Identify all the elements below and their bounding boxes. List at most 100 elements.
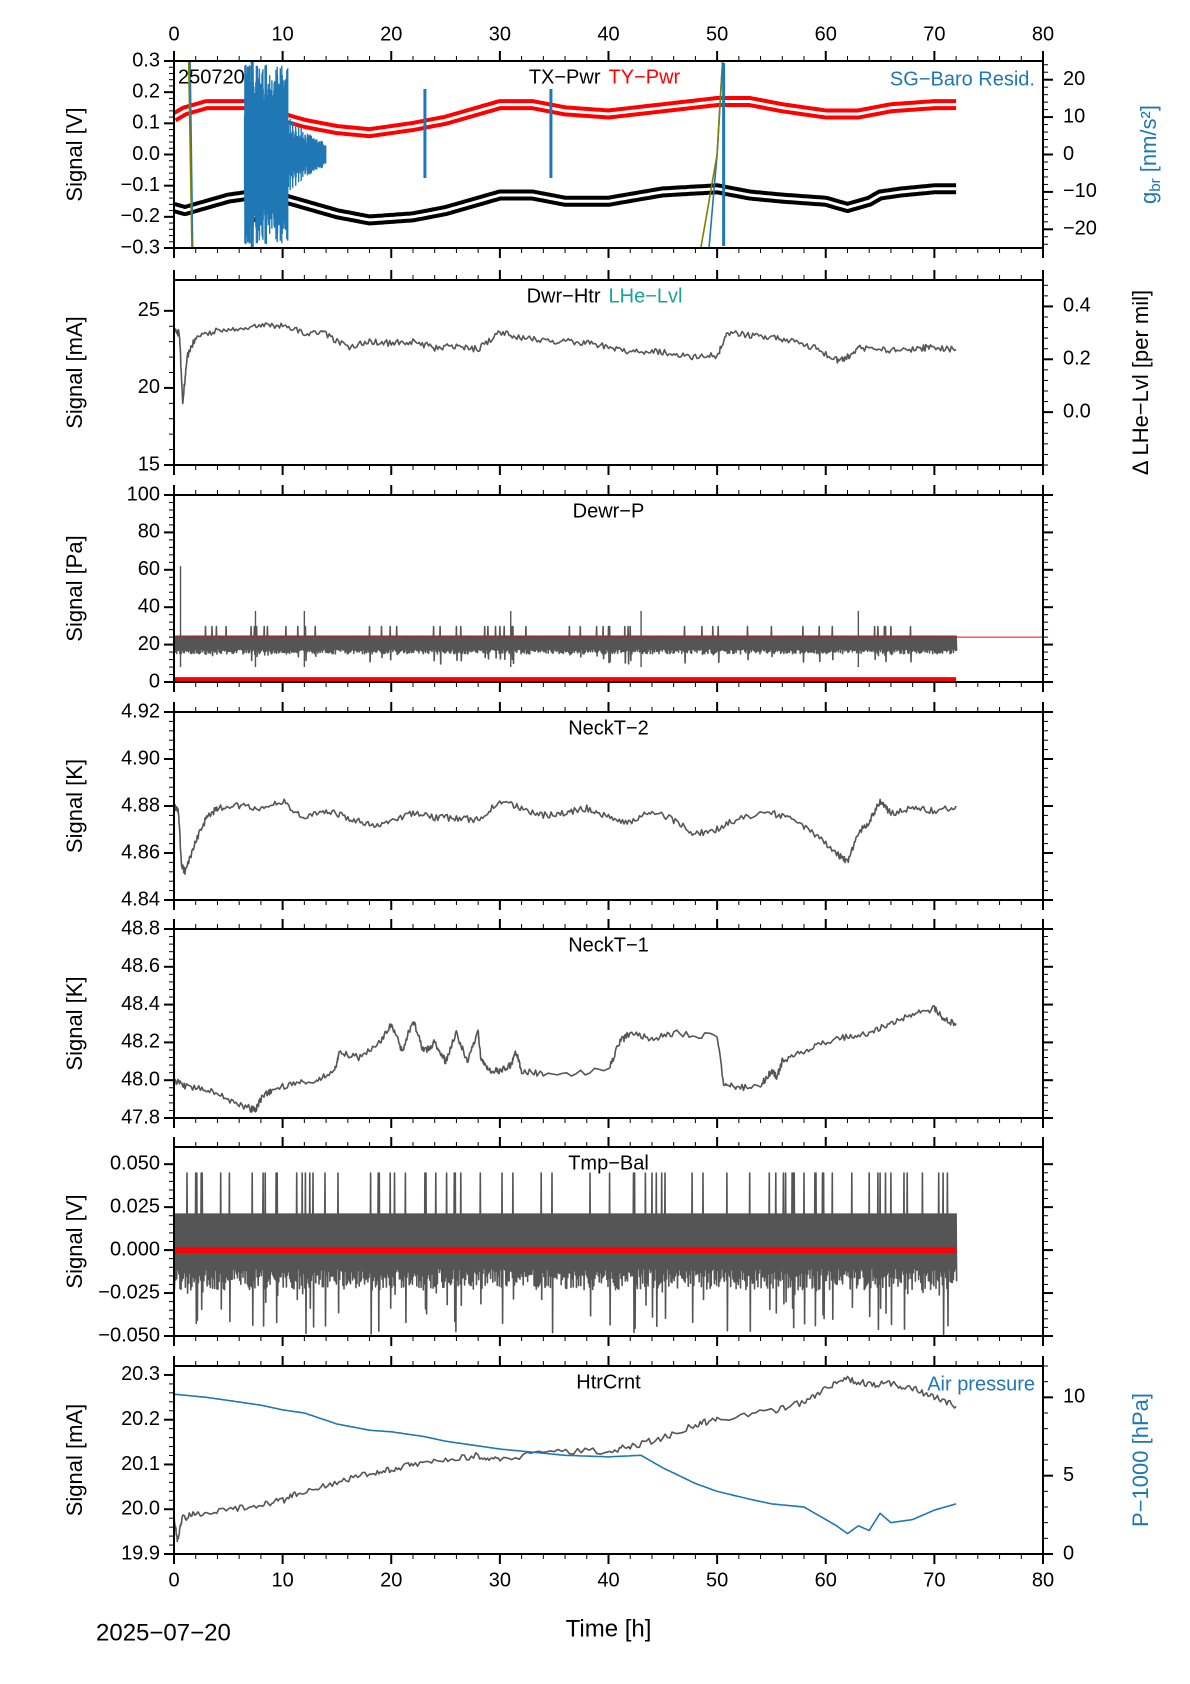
ytick-label-p5-2: 48.2 bbox=[121, 1031, 160, 1053]
series-p6-0 bbox=[174, 1172, 958, 1336]
xtick-label-top-8: 80 bbox=[1032, 23, 1054, 45]
xtick-label-top-5: 50 bbox=[706, 23, 728, 45]
ytick-right-label-p1-3: 10 bbox=[1063, 105, 1085, 127]
ytick-right-label-p2-1: 0.2 bbox=[1063, 348, 1091, 370]
title-p7: HtrCrnt bbox=[576, 1371, 641, 1393]
ytick-label-p7-3: 20.2 bbox=[121, 1408, 160, 1430]
ytick-label-p4-4: 4.92 bbox=[121, 700, 160, 722]
ytick-right-label-p7-2: 10 bbox=[1063, 1386, 1085, 1408]
plot-area-p4 bbox=[174, 798, 957, 875]
plot-area-p2 bbox=[174, 322, 957, 405]
ylabel-p5: Signal [K] bbox=[62, 976, 87, 1070]
ytick-label-p6-0: −0.050 bbox=[98, 1324, 160, 1346]
ylabel-p7: Signal [mA] bbox=[62, 1404, 87, 1517]
series-p4-0 bbox=[174, 798, 957, 875]
ytick-label-p7-2: 20.1 bbox=[121, 1453, 160, 1475]
ytick-label-p7-1: 20.0 bbox=[121, 1498, 160, 1520]
x-axis-label: Time [h] bbox=[566, 1615, 652, 1642]
ytick-label-p1-3: 0.0 bbox=[132, 143, 160, 165]
frame-p5 bbox=[173, 928, 1044, 1119]
panel-p7: 19.9 20.0 20.1 20.2 20.3 Signal [mA] 0 5 10 HtrCr… bbox=[62, 1356, 1085, 1564]
ytick-label-p7-0: 19.9 bbox=[121, 1542, 160, 1564]
frame-p7 bbox=[173, 1365, 1044, 1555]
ytick-right-label-p7-1: 5 bbox=[1063, 1464, 1074, 1486]
title2-p2: LHe−Lvl bbox=[609, 285, 683, 307]
frame-p4 bbox=[173, 711, 1044, 901]
ytick-right-label-p1-4: 20 bbox=[1063, 68, 1085, 90]
ylabel-p1: Signal [V] bbox=[62, 107, 87, 201]
xtick-label-bottom-2: 20 bbox=[380, 1569, 402, 1591]
ytick-label-p1-4: 0.1 bbox=[132, 112, 160, 134]
plot-area-p7 bbox=[174, 1375, 957, 1543]
ytick-label-p6-1: −0.025 bbox=[98, 1281, 160, 1303]
xtick-label-top-4: 40 bbox=[597, 23, 619, 45]
ytick-label-p2-1: 20 bbox=[138, 376, 160, 398]
tag-p1: 250720 bbox=[178, 66, 245, 88]
ytick-label-p6-4: 0.050 bbox=[110, 1152, 160, 1174]
series-p7-1 bbox=[174, 1393, 957, 1535]
xtick-label-bottom-3: 30 bbox=[489, 1569, 511, 1591]
panel-p2: 15 20 25 Signal [mA] 0.0 0.2 0.4 Dwr−Htr LHe−Lvl bbox=[62, 270, 1091, 475]
ytick-label-p4-3: 4.90 bbox=[121, 747, 160, 769]
ytick-label-p7-4: 20.3 bbox=[121, 1363, 160, 1385]
ylabel-right-p1-main: g bbox=[1136, 192, 1161, 204]
plot-area-p6 bbox=[174, 1172, 958, 1336]
xtick-label-top-2: 20 bbox=[380, 23, 402, 45]
title-p1: TX−Pwr bbox=[529, 66, 601, 88]
ylabel-p2: Signal [mA] bbox=[62, 316, 87, 429]
series-p3-0 bbox=[174, 625, 958, 665]
title-p5: NeckT−1 bbox=[568, 934, 649, 956]
ytick-label-p1-2: −0.1 bbox=[121, 174, 160, 196]
xtick-label-top-3: 30 bbox=[489, 23, 511, 45]
xtick-label-top-6: 60 bbox=[815, 23, 837, 45]
ytick-label-p6-3: 0.025 bbox=[110, 1195, 160, 1217]
ylabel-right-p1: gbr [nm/s²] bbox=[1136, 105, 1164, 204]
ylabel-p6: Signal [V] bbox=[62, 1194, 87, 1288]
title2-p1: TY−Pwr bbox=[609, 66, 681, 88]
xtick-label-bottom-4: 40 bbox=[597, 1569, 619, 1591]
ytick-label-p4-0: 4.84 bbox=[121, 888, 160, 910]
panel-p5: 47.8 48.0 48.2 48.4 48.6 48.8 Signal [K] NeckT−… bbox=[62, 917, 1053, 1128]
series-p2-0 bbox=[174, 322, 957, 405]
panel-p1: −0.3 −0.2 −0.1 0.0 0.1 0.2 0.3 Signal [V] −20 −10… bbox=[62, 49, 1097, 258]
xtick-label-top-0: 0 bbox=[168, 23, 179, 45]
ytick-label-p2-2: 25 bbox=[138, 299, 160, 321]
ytick-label-p1-0: −0.3 bbox=[121, 236, 160, 258]
ylabel-p4: Signal [K] bbox=[62, 759, 87, 853]
xtick-label-bottom-8: 80 bbox=[1032, 1569, 1054, 1591]
xtick-label-bottom-6: 60 bbox=[815, 1569, 837, 1591]
plot-area-p5 bbox=[174, 1005, 957, 1113]
plot-area-p3 bbox=[174, 566, 1043, 682]
legend-right-p7: Air pressure bbox=[927, 1373, 1035, 1395]
sg-baro-noise-band bbox=[243, 64, 327, 245]
ytick-right-label-p7-0: 0 bbox=[1063, 1542, 1074, 1564]
ytick-right-label-p1-0: −20 bbox=[1063, 218, 1097, 240]
ytick-label-p1-1: −0.2 bbox=[121, 205, 160, 227]
xtick-label-bottom-1: 10 bbox=[272, 1569, 294, 1591]
ytick-label-p3-0: 0 bbox=[149, 670, 160, 692]
ytick-label-p4-2: 4.88 bbox=[121, 794, 160, 816]
ylabel-right-p1-sub: br bbox=[1147, 178, 1164, 191]
ytick-label-p1-6: 0.3 bbox=[132, 49, 160, 71]
ytick-label-p5-3: 48.4 bbox=[121, 993, 160, 1015]
xtick-label-bottom-0: 0 bbox=[168, 1569, 179, 1591]
ytick-label-p3-1: 20 bbox=[138, 633, 160, 655]
ytick-label-p5-0: 47.8 bbox=[121, 1106, 160, 1128]
title-p3: Dewr−P bbox=[573, 500, 645, 522]
series-p5-0 bbox=[174, 1005, 957, 1113]
ytick-right-label-p1-1: −10 bbox=[1063, 180, 1097, 202]
title-p4: NeckT−2 bbox=[568, 717, 649, 739]
ytick-label-p3-4: 80 bbox=[138, 521, 160, 543]
ytick-label-p5-1: 48.0 bbox=[121, 1068, 160, 1090]
panel-p6: −0.050 −0.025 0.000 0.025 0.050 Signal [V] Tmp… bbox=[62, 1137, 1053, 1346]
ytick-label-p2-0: 15 bbox=[138, 453, 160, 475]
panel-p4: 4.84 4.86 4.88 4.90 4.92 Signal [K] NeckT−2 bbox=[62, 700, 1053, 910]
ylabel-right-p1-unit: [nm/s²] bbox=[1136, 105, 1161, 178]
ytick-right-label-p2-2: 0.4 bbox=[1063, 295, 1091, 317]
series-p1-1-halo-outer bbox=[174, 96, 960, 139]
xtick-label-top-7: 70 bbox=[923, 23, 945, 45]
ytick-right-label-p1-2: 0 bbox=[1063, 143, 1074, 165]
ytick-label-p4-1: 4.86 bbox=[121, 841, 160, 863]
ylabel-right-p2: Δ LHe−Lvl [per mil] bbox=[1128, 290, 1153, 475]
